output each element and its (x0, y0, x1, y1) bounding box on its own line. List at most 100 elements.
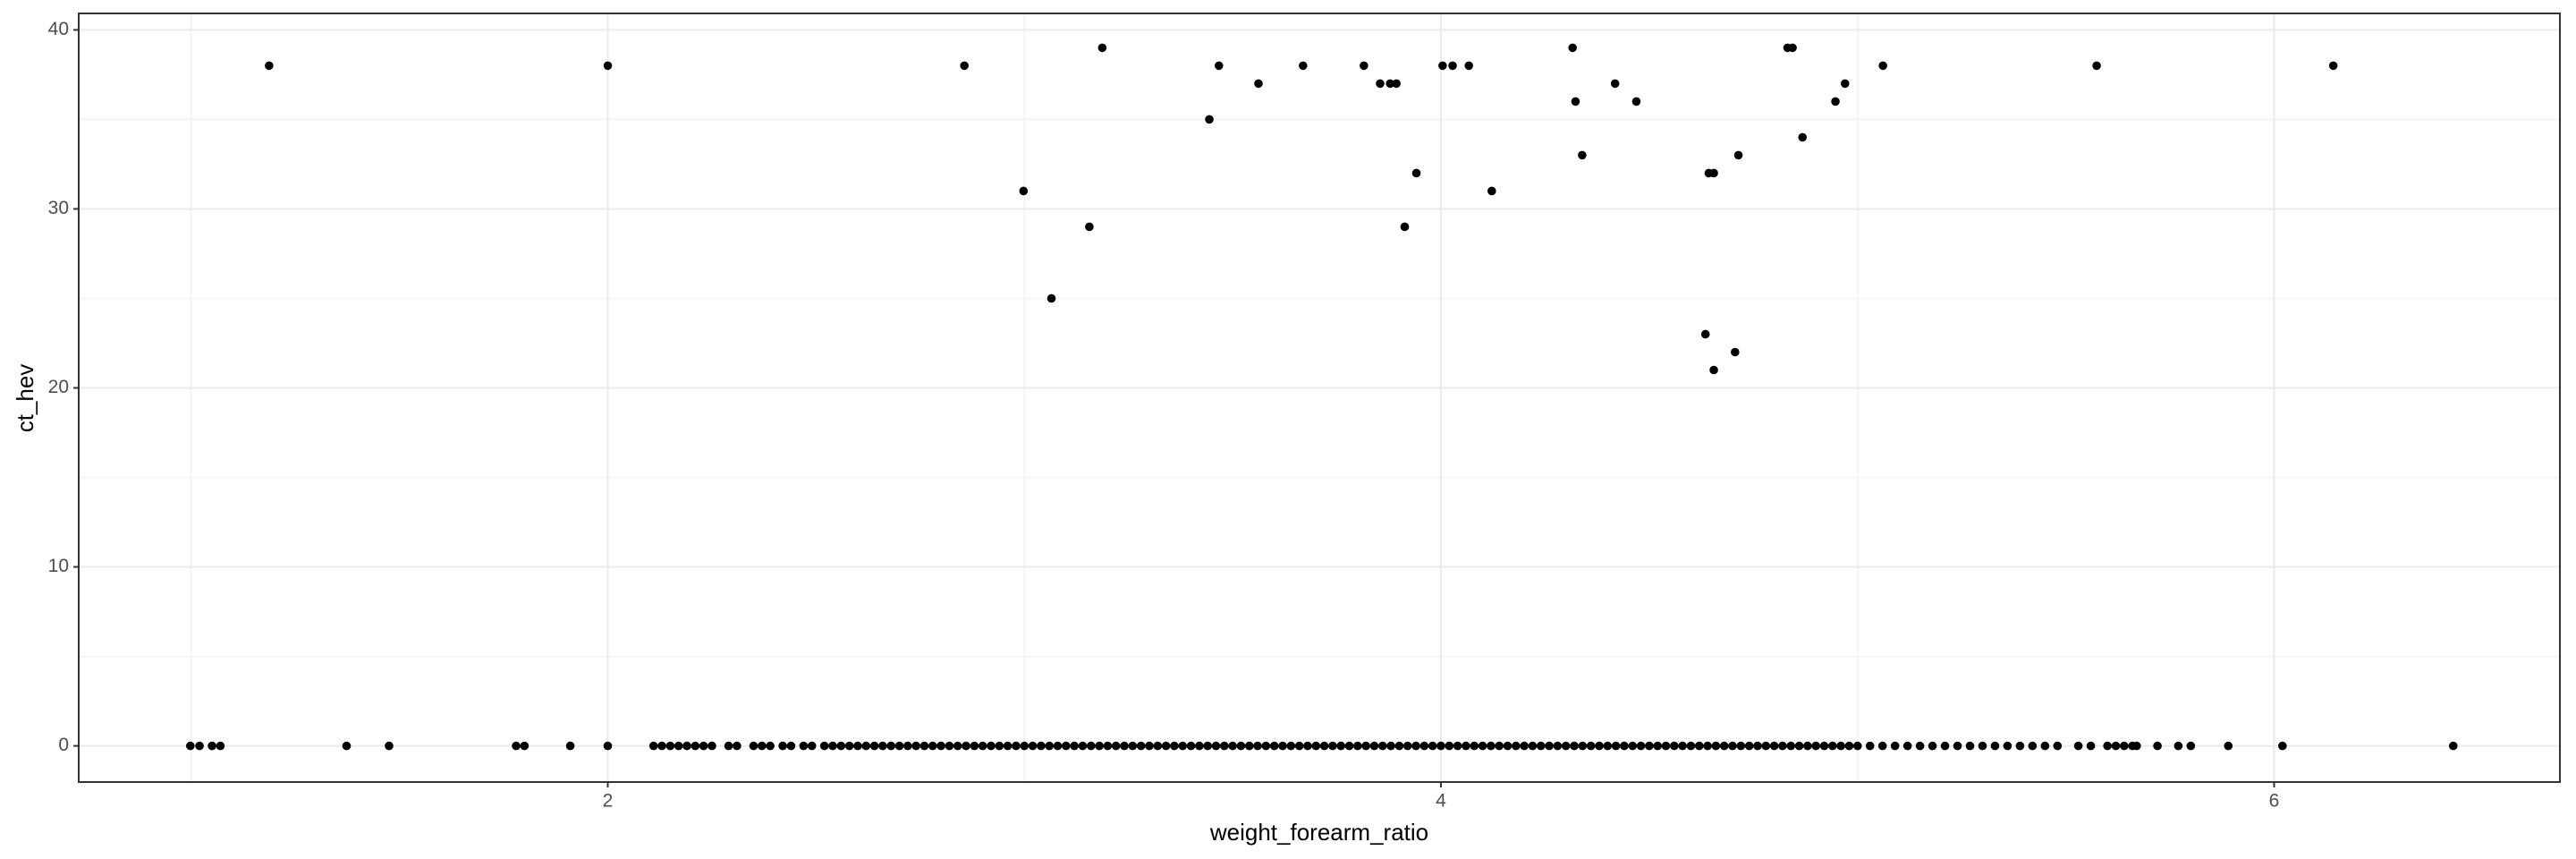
point (1653, 741, 1662, 751)
point (1686, 741, 1696, 751)
point (928, 741, 937, 751)
point (960, 61, 969, 71)
point (1631, 97, 1641, 106)
point (342, 741, 352, 751)
point (1020, 741, 1030, 751)
point (861, 741, 871, 751)
point (1377, 741, 1387, 751)
point (1731, 347, 1740, 357)
point (1990, 741, 2000, 751)
point (1728, 741, 1737, 751)
point (1595, 741, 1604, 751)
point (1203, 741, 1212, 751)
point (565, 741, 575, 751)
point (1536, 741, 1546, 751)
point (1709, 365, 1718, 375)
point (894, 741, 904, 751)
point (1786, 741, 1796, 751)
point (195, 741, 204, 751)
point (603, 61, 613, 71)
point (970, 741, 979, 751)
point (2040, 741, 2050, 751)
point (1438, 61, 1447, 71)
point (2028, 741, 2038, 751)
point (936, 741, 945, 751)
point (1528, 741, 1538, 751)
point (978, 741, 987, 751)
point (1553, 741, 1563, 751)
point (1628, 741, 1638, 751)
point (1095, 741, 1104, 751)
point (1578, 150, 1587, 160)
point (1603, 741, 1613, 751)
point (1254, 79, 1263, 89)
point (1890, 741, 1900, 751)
point (1319, 741, 1329, 751)
x-tick-label: 4 (1436, 791, 1446, 812)
point (1336, 741, 1346, 751)
point (1610, 79, 1620, 89)
point (828, 741, 837, 751)
point (603, 741, 613, 751)
point (1788, 43, 1797, 53)
point (708, 741, 716, 751)
point (1445, 741, 1454, 751)
point (1828, 741, 1837, 751)
point (1111, 741, 1121, 751)
point (2153, 741, 2162, 751)
point (1568, 43, 1577, 53)
point (1878, 61, 1887, 71)
point (2073, 741, 2083, 751)
y-tick-label: 20 (48, 377, 69, 397)
point (1831, 97, 1840, 106)
panel (79, 13, 2560, 782)
point (1136, 741, 1146, 751)
point (1803, 741, 1812, 751)
point (1865, 741, 1875, 751)
point (1328, 741, 1337, 751)
point (1361, 741, 1370, 751)
point (786, 741, 796, 751)
y-tick-label: 10 (48, 556, 69, 576)
point (216, 741, 225, 751)
point (1769, 741, 1779, 751)
point (1852, 741, 1862, 751)
point (1844, 741, 1854, 751)
point (1570, 741, 1579, 751)
point (1244, 741, 1254, 751)
point (1464, 61, 1474, 71)
point (208, 741, 216, 751)
point (1436, 741, 1445, 751)
point (1940, 741, 1950, 751)
point (648, 741, 658, 751)
point (2448, 741, 2458, 751)
point (1571, 97, 1580, 106)
point (657, 741, 666, 751)
point (1709, 168, 1718, 178)
point (1700, 329, 1710, 339)
point (778, 741, 787, 751)
point (1278, 741, 1287, 751)
point (1170, 741, 1179, 751)
point (1253, 741, 1262, 751)
point (1394, 741, 1404, 751)
point (919, 741, 929, 751)
point (1978, 741, 1987, 751)
point (1586, 741, 1596, 751)
point (903, 741, 912, 751)
point (945, 741, 954, 751)
point (1311, 741, 1321, 751)
point (733, 741, 741, 751)
point (1840, 79, 1850, 89)
y-tick-label: 30 (48, 198, 69, 218)
point (1053, 741, 1063, 751)
point (1902, 741, 1912, 751)
point (1376, 79, 1385, 89)
point (1645, 741, 1654, 751)
point (878, 741, 887, 751)
point (1097, 43, 1107, 53)
point (836, 741, 846, 751)
point (265, 61, 274, 71)
